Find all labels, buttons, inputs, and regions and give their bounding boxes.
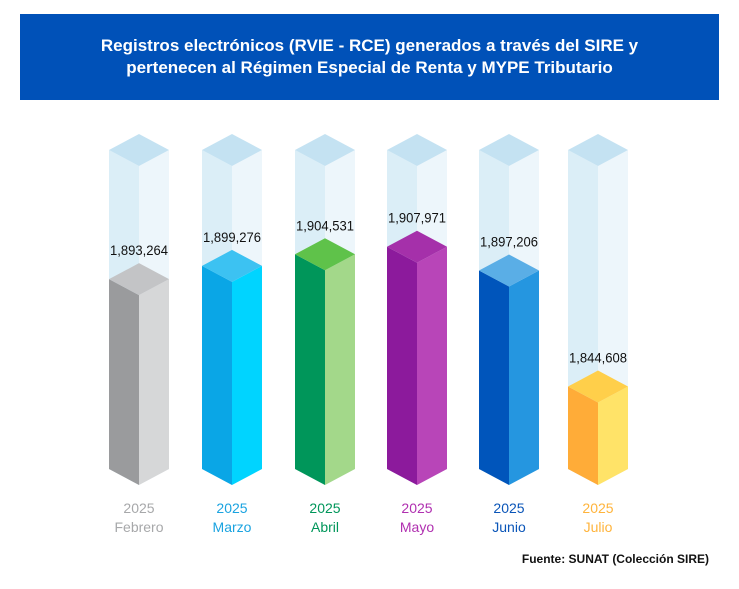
ghost-column-top	[479, 134, 539, 166]
bar-front	[568, 386, 598, 485]
chart-title: Registros electrónicos (RVIE - RCE) gene…	[100, 36, 639, 77]
data-label: 1,907,971	[388, 210, 446, 226]
bar-top	[295, 238, 355, 271]
bar-side	[509, 270, 539, 485]
bar-top	[109, 263, 169, 296]
bar-front	[295, 254, 325, 485]
bar-top	[568, 370, 628, 403]
bar-side	[139, 279, 169, 485]
data-label: 1,904,531	[296, 217, 354, 233]
x-tick-label-year: 2025	[309, 500, 340, 516]
bar-side	[598, 386, 628, 485]
x-tick-label-year: 2025	[216, 500, 247, 516]
data-label: 1,844,608	[569, 350, 627, 366]
bar-top	[387, 230, 447, 263]
bar-front	[387, 246, 417, 485]
x-tick-label-month: Marzo	[213, 519, 252, 535]
bar-front	[109, 279, 139, 485]
data-label: 1,893,264	[110, 242, 168, 258]
data-label: 1,899,276	[203, 229, 261, 245]
ghost-column-top	[109, 134, 169, 166]
x-tick-label-year: 2025	[401, 500, 432, 516]
x-tick-label-month: Mayo	[400, 519, 434, 535]
bar-side	[325, 254, 355, 485]
bar-front	[202, 265, 232, 485]
source-note: Fuente: SUNAT (Colección SIRE)	[521, 552, 709, 566]
bar-side	[232, 265, 262, 485]
x-tick-label-month: Abril	[311, 519, 339, 535]
bar-top	[479, 254, 539, 287]
ghost-column-top	[568, 134, 628, 166]
bar-front	[479, 270, 509, 485]
x-tick-label-year: 2025	[493, 500, 524, 516]
data-label: 1,897,206	[480, 233, 538, 249]
x-tick-label-month: Junio	[492, 519, 526, 535]
x-tick-label-month: Febrero	[114, 519, 163, 535]
header-banner: Registros electrónicos (RVIE - RCE) gene…	[20, 14, 719, 100]
ghost-column-top	[387, 134, 447, 166]
x-tick-label-year: 2025	[582, 500, 613, 516]
bar-side	[417, 246, 447, 485]
x-tick-label-month: Julio	[584, 519, 613, 535]
x-tick-label-year: 2025	[123, 500, 154, 516]
ghost-column-top	[202, 134, 262, 166]
ghost-column-top	[295, 134, 355, 166]
bar-top	[202, 249, 262, 282]
